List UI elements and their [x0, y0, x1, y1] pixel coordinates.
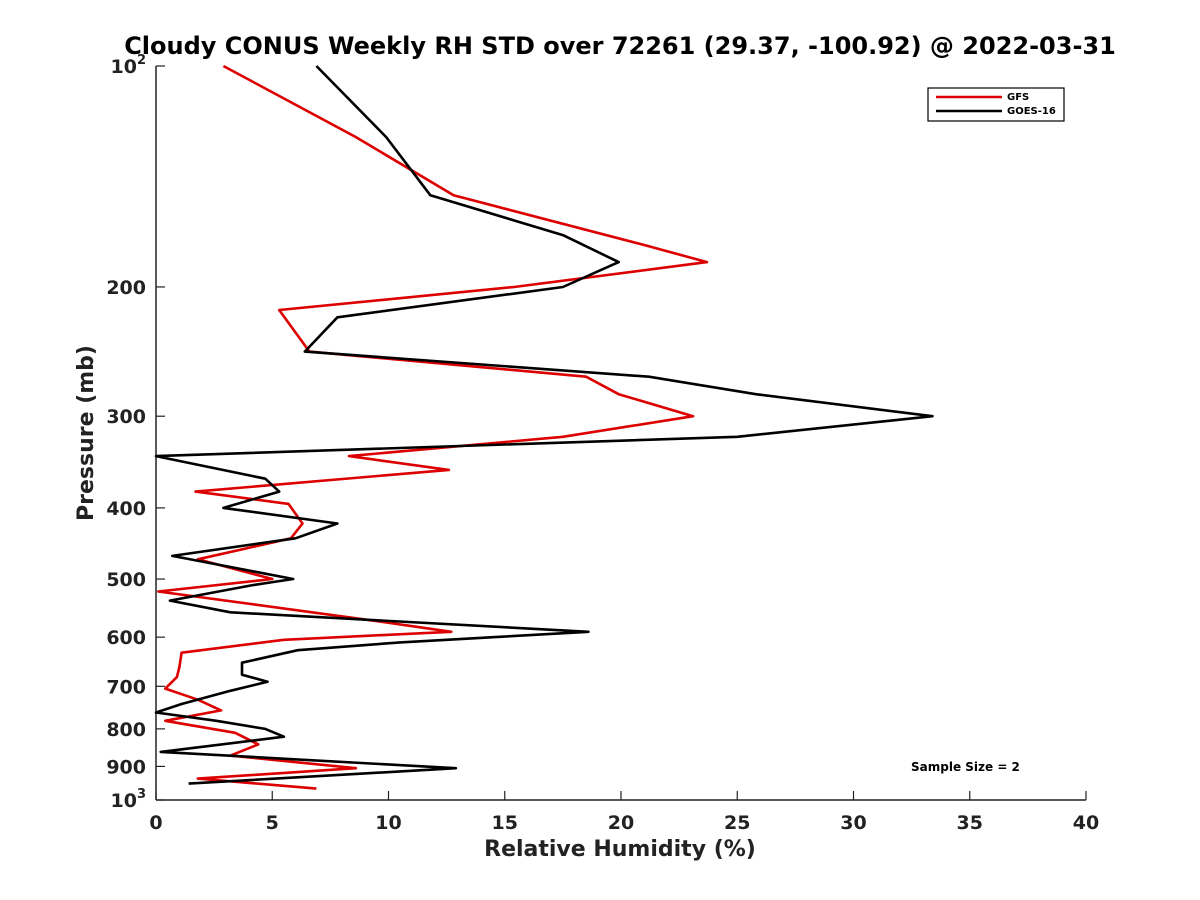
- series-layer: [154, 64, 934, 790]
- y-tick-label: 600: [106, 627, 146, 649]
- legend: GFS GOES-16: [927, 87, 1065, 122]
- y-tick-label: 300: [106, 406, 146, 428]
- x-tick-label: 35: [957, 812, 983, 834]
- x-axis-label: Relative Humidity (%): [484, 837, 756, 862]
- x-tick-label: 25: [724, 812, 750, 834]
- x-axis: 0 5 10 15 20 25 30 35 40: [149, 791, 1099, 834]
- legend-label-goes16: GOES-16: [1007, 106, 1056, 117]
- y-tick-label: 500: [106, 569, 146, 591]
- x-tick-label: 30: [840, 812, 866, 834]
- y-tick-label: 900: [106, 756, 146, 778]
- legend-box: [927, 87, 1065, 122]
- x-tick-label: 15: [492, 812, 518, 834]
- x-tick-label: 10: [375, 812, 401, 834]
- y-axis: 102 200 300 400 500 600 700 800 900 103: [106, 53, 165, 812]
- chart-title: Cloudy CONUS Weekly RH STD over 72261 (2…: [124, 32, 1116, 60]
- x-tick-label: 40: [1073, 812, 1099, 834]
- series-line-gfs: [157, 64, 709, 790]
- x-tick-label: 0: [149, 812, 162, 834]
- y-tick-label: 102: [111, 53, 147, 78]
- y-tick-label: 800: [106, 719, 146, 741]
- x-tick-label: 20: [608, 812, 634, 834]
- y-tick-label: 103: [111, 787, 147, 812]
- sample-size-annotation: Sample Size = 2: [911, 760, 1020, 774]
- y-tick-label: 400: [106, 498, 146, 520]
- y-tick-label: 200: [106, 277, 146, 299]
- y-axis-label: Pressure (mb): [74, 345, 99, 521]
- x-tick-label: 5: [266, 812, 279, 834]
- series-line-goes-16: [154, 65, 934, 785]
- y-tick-label: 700: [106, 676, 146, 698]
- legend-label-gfs: GFS: [1007, 92, 1029, 103]
